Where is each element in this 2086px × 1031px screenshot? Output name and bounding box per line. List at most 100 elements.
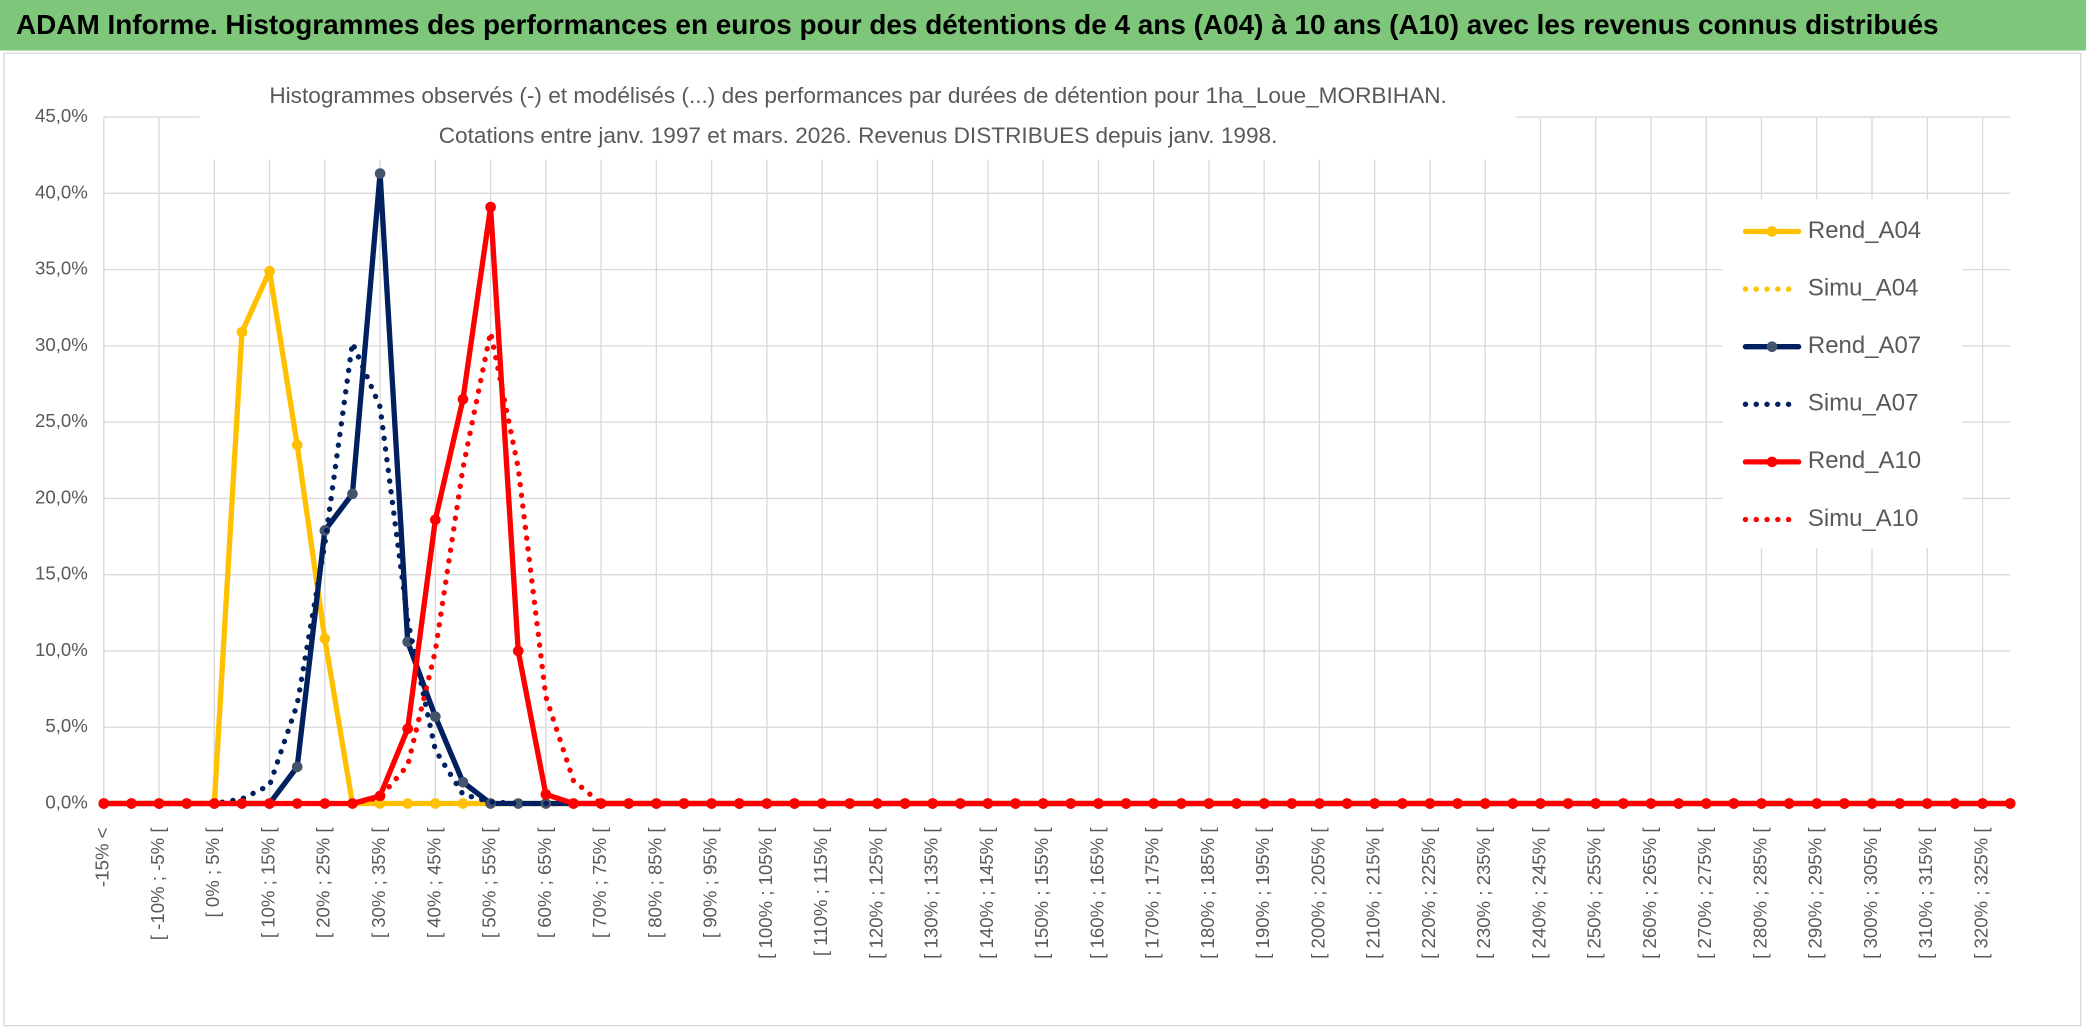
- point: [1728, 798, 1740, 809]
- legend-marker: [1766, 456, 1778, 468]
- point: [1148, 798, 1159, 809]
- point: [1037, 798, 1049, 809]
- point: [457, 798, 469, 809]
- title-band: [0, 0, 2086, 51]
- x-tick-label: -15% <: [92, 827, 113, 886]
- y-tick-label: 35,0%: [35, 258, 88, 279]
- x-tick-label: [ 130% ; 135% [: [921, 827, 942, 959]
- x-tick-label: [ 200% ; 205% [: [1307, 827, 1328, 959]
- chart-subtitle: Histogrammes observés (-) et modélisés (…: [269, 83, 1447, 108]
- subtitle-bg: [199, 79, 1517, 160]
- x-tick-label: [ 280% ; 285% [: [1749, 827, 1770, 959]
- legend-label: Simu_A07: [1808, 390, 1918, 417]
- point: [1673, 798, 1684, 809]
- point: [512, 645, 524, 657]
- legend-label: Rend_A04: [1808, 217, 1921, 244]
- point: [1535, 798, 1546, 809]
- x-tick-label: [ 40% ; 45% [: [423, 827, 444, 939]
- point: [844, 798, 856, 809]
- point: [374, 798, 386, 809]
- point: [374, 168, 386, 179]
- point: [291, 439, 303, 451]
- y-tick-label: 45,0%: [35, 105, 88, 126]
- point: [512, 798, 524, 809]
- point: [1093, 798, 1104, 809]
- x-tick-label: [ 250% ; 255% [: [1584, 827, 1605, 959]
- x-tick-label: [ 170% ; 175% [: [1142, 827, 1163, 959]
- point: [706, 798, 717, 809]
- point: [899, 798, 911, 809]
- x-tick-label: [ 20% ; 25% [: [313, 827, 334, 939]
- point: [1839, 798, 1850, 809]
- point: [1590, 798, 1602, 809]
- point: [789, 798, 800, 809]
- x-tick-label: [ 240% ; 245% [: [1528, 827, 1549, 959]
- series-line: [101, 329, 2013, 807]
- x-tick-label: [ 50% ; 55% [: [479, 827, 500, 939]
- x-tick-label: [ 190% ; 195% [: [1252, 827, 1273, 959]
- point: [126, 798, 137, 809]
- y-tick-label: 25,0%: [35, 410, 88, 431]
- y-tick-label: 5,0%: [45, 715, 87, 736]
- x-tick-label: [ 100% ; 105% [: [755, 827, 776, 959]
- point: [319, 798, 331, 809]
- x-tick-label: [ 80% ; 85% [: [644, 827, 665, 939]
- legend-marker: [1766, 341, 1778, 353]
- point: [181, 798, 192, 809]
- x-tick-label: [ 60% ; 65% [: [534, 827, 555, 939]
- x-tick-label: [ 260% ; 265% [: [1639, 827, 1660, 959]
- x-tick-label: [ 290% ; 295% [: [1805, 827, 1826, 959]
- legend-bg: [1722, 199, 1963, 549]
- point: [457, 393, 469, 405]
- y-tick-label: 20,0%: [35, 486, 88, 507]
- x-tick-label: [ 270% ; 275% [: [1694, 827, 1715, 959]
- y-tick-label: 10,0%: [35, 639, 88, 660]
- x-tick-label: [ 230% ; 235% [: [1473, 827, 1494, 959]
- point: [954, 798, 966, 809]
- point: [264, 798, 275, 809]
- x-tick-label: [ 30% ; 35% [: [368, 827, 389, 939]
- point: [1783, 798, 1795, 809]
- chart-subtitle: Cotations entre janv. 1997 et mars. 2026…: [439, 123, 1278, 148]
- x-tick-label: [ -10% ; -5% [: [147, 827, 168, 941]
- x-tick-label: [ 120% ; 125% [: [865, 827, 886, 959]
- point: [1397, 798, 1408, 809]
- point: [1231, 798, 1242, 809]
- plot: [98, 168, 2016, 809]
- point: [402, 723, 414, 735]
- legend-marker: [1766, 226, 1778, 237]
- x-tick-label: [ 140% ; 145% [: [976, 827, 997, 959]
- y-tick-label: 30,0%: [35, 334, 88, 355]
- point: [1286, 798, 1298, 809]
- y-tick-label: 0,0%: [45, 791, 87, 812]
- point: [457, 776, 469, 788]
- point: [236, 326, 248, 338]
- point: [291, 761, 303, 773]
- legend-label: Simu_A10: [1808, 505, 1918, 532]
- x-tick-label: [ 90% ; 95% [: [700, 827, 721, 939]
- point: [430, 514, 441, 526]
- point: [264, 265, 275, 277]
- point: [1424, 798, 1436, 809]
- legend-label: Simu_A04: [1808, 274, 1918, 301]
- y-tick-label: 40,0%: [35, 181, 88, 202]
- series-line: [101, 204, 2013, 807]
- point: [540, 789, 552, 800]
- x-tick-label: [ 180% ; 185% [: [1197, 827, 1218, 959]
- x-tick-label: [ 320% ; 325% [: [1970, 827, 1991, 959]
- point: [568, 798, 579, 809]
- legend-label: Rend_A10: [1808, 447, 1921, 474]
- legend: Rend_A04 Simu_A04 Rend_A07 Simu_A07 Rend_A10…: [1742, 217, 1921, 532]
- point: [1866, 798, 1878, 809]
- x-tick-label: [ 110% ; 115% [: [810, 827, 831, 956]
- series-line: [101, 340, 2013, 807]
- y-tick-label: 15,0%: [35, 563, 88, 584]
- x-tick-label: [ 310% ; 315% [: [1915, 827, 1936, 959]
- x-tick-label: [ 70% ; 75% [: [589, 827, 610, 939]
- legend-label: Rend_A07: [1808, 332, 1921, 359]
- x-tick-label: [ 220% ; 225% [: [1418, 827, 1439, 959]
- chart-frame: [3, 52, 2082, 1027]
- point: [761, 798, 773, 809]
